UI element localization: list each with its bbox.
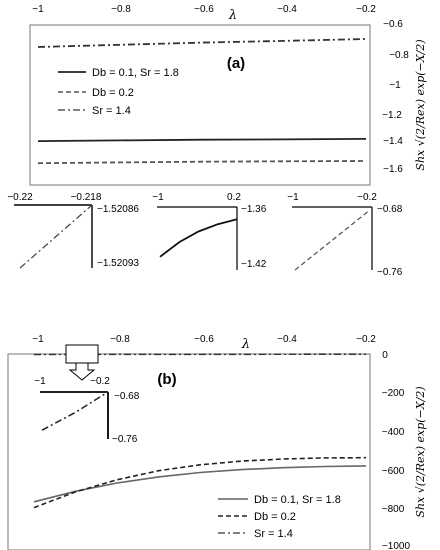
chart-a-ytick: −1.6 xyxy=(383,164,403,175)
inset-b-series xyxy=(41,391,109,431)
chart-b: −1 −0.8 −0.6 −0.4 −0.2 λ 0 −200 −400 −60… xyxy=(7,334,427,550)
zoom-region-box xyxy=(65,344,99,364)
legend-entry: Db = 0.1, Sr = 1.8 xyxy=(254,494,341,506)
chart-a-frame xyxy=(29,24,371,186)
chart-a-ylabel: Shx √(2/Rex) exp(−X/2) xyxy=(414,39,427,170)
inset-a2-xtick: −1 xyxy=(152,192,164,203)
chart-a-xlabel: λ xyxy=(228,8,237,23)
inset-b-xtick: −0.2 xyxy=(90,376,110,387)
inset-a1-xtick: −0.22 xyxy=(7,192,33,203)
chart-a-xtick: −0.4 xyxy=(277,4,297,15)
series-line-b-1 xyxy=(33,456,367,509)
series-line-a-inset-1-0 xyxy=(19,204,93,269)
inset-a1-ytick: −1.52086 xyxy=(97,204,139,215)
inset-a2-ytick: −1.42 xyxy=(241,259,267,270)
chart-a-xtick: −0.6 xyxy=(194,4,214,15)
chart-a-xtick: −1 xyxy=(32,4,44,15)
inset-b: −1 −0.2 −0.68 −0.76 xyxy=(34,376,139,445)
chart-b-ytick: −200 xyxy=(382,388,405,399)
legend-entry: Db = 0.1, Sr = 1.8 xyxy=(92,67,179,79)
inset-a1: −0.22 −0.218 −1.52086 −1.52093 xyxy=(7,192,139,269)
series-line-a-inset-2-0 xyxy=(159,218,238,258)
chart-b-ytick: −400 xyxy=(382,427,405,438)
inset-a1-series xyxy=(19,204,93,269)
inset-a3-xtick: −0.2 xyxy=(357,192,377,203)
series-line-a-1 xyxy=(37,160,367,165)
chart-a-xtick: −0.8 xyxy=(111,4,131,15)
chart-a-ytick: −1 xyxy=(389,80,401,91)
series-line-a-inset-3-0 xyxy=(294,209,371,271)
inset-a3-series xyxy=(294,209,371,271)
inset-b-xtick: −1 xyxy=(34,376,46,387)
chart-b-ytick: 0 xyxy=(382,350,388,361)
inset-a3-ytick: −0.76 xyxy=(377,267,403,278)
chart-b-ytick: −600 xyxy=(382,466,405,477)
inset-a2: −1 0.2 −1.36 −1.42 xyxy=(152,192,267,270)
chart-b-panel-label: (b) xyxy=(157,371,176,388)
chart-a-xtick: −0.2 xyxy=(356,4,376,15)
inset-b-ytick: −0.68 xyxy=(114,391,140,402)
inset-a3-ytick: −0.68 xyxy=(377,204,403,215)
chart-b-xtick: −1 xyxy=(32,334,44,345)
series-line-b-inset-0 xyxy=(41,391,109,431)
chart-a-panel-label: (a) xyxy=(227,55,245,72)
series-line-a-0 xyxy=(37,138,367,142)
chart-b-frame xyxy=(7,353,371,550)
chart-b-xtick: −0.2 xyxy=(356,334,376,345)
chart-a-ytick: −0.8 xyxy=(389,50,409,61)
chart-a-ytick: −1.4 xyxy=(383,136,403,147)
inset-a3-xtick: −1 xyxy=(287,192,299,203)
series-line-a-2 xyxy=(37,38,367,48)
chart-a-ytick: −0.6 xyxy=(383,19,403,30)
chart-b-xtick: −0.4 xyxy=(277,334,297,345)
chart-a-legend: Db = 0.1, Sr = 1.8 Db = 0.2 Sr = 1.4 xyxy=(58,67,179,117)
legend-entry: Sr = 1.4 xyxy=(254,528,293,540)
chart-b-legend: Db = 0.1, Sr = 1.8 Db = 0.2 Sr = 1.4 xyxy=(218,494,341,540)
chart-b-ylabel: Shx √(2/Rex) exp(−X/2) xyxy=(414,386,427,517)
inset-a2-xtick: 0.2 xyxy=(227,192,241,203)
chart-a: −1 −0.8 −0.6 −0.4 −0.2 λ −0.6 −0.8 −1 −1… xyxy=(29,4,427,186)
chart-b-ytick: −800 xyxy=(382,504,405,515)
inset-a2-ytick: −1.36 xyxy=(241,204,267,215)
zoom-arrow-icon xyxy=(68,362,96,381)
legend-entry: Db = 0.2 xyxy=(254,511,296,523)
chart-b-ytick: −1000 xyxy=(382,541,411,550)
chart-a-series xyxy=(37,38,367,165)
chart-b-xtick: −0.6 xyxy=(194,334,214,345)
inset-b-ytick: −0.76 xyxy=(112,434,138,445)
inset-a3: −1 −0.2 −0.68 −0.76 xyxy=(287,192,402,278)
chart-b-xtick: −0.8 xyxy=(110,334,130,345)
legend-entry: Sr = 1.4 xyxy=(92,105,131,117)
inset-a1-xtick: −0.218 xyxy=(71,192,102,203)
legend-entry: Db = 0.2 xyxy=(92,87,134,99)
inset-a1-ytick: −1.52093 xyxy=(97,258,139,269)
inset-a2-series xyxy=(159,218,238,258)
chart-a-ytick: −1.2 xyxy=(382,110,402,121)
chart-b-xlabel: λ xyxy=(241,337,250,352)
